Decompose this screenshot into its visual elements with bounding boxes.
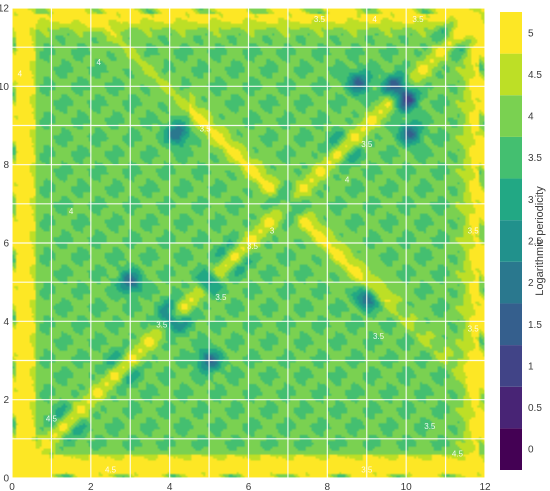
x-tick-label: 0 bbox=[9, 482, 15, 491]
y-tick-label: 10 bbox=[0, 82, 9, 93]
contour-label: 3.5 bbox=[156, 320, 168, 329]
contour-label: 3.5 bbox=[361, 465, 373, 474]
contour-label: 3.5 bbox=[247, 242, 259, 251]
y-tick-label: 12 bbox=[0, 4, 9, 15]
contour-label: 4 bbox=[96, 58, 101, 67]
y-tick-label: 6 bbox=[3, 239, 9, 250]
colorbar-band bbox=[500, 12, 522, 54]
contour-label: 3.5 bbox=[215, 293, 227, 302]
colorbar-band bbox=[500, 220, 522, 262]
colorbar-band bbox=[500, 261, 522, 304]
colorbar-tick-label: 0.5 bbox=[528, 403, 542, 414]
x-tick-label: 6 bbox=[246, 482, 252, 491]
contour-label: 3.5 bbox=[361, 140, 373, 149]
x-tick-label: 12 bbox=[479, 482, 491, 491]
colorbar-tick-label: 0 bbox=[528, 445, 534, 456]
y-tick-label: 0 bbox=[3, 474, 9, 485]
contour-label: 3.5 bbox=[314, 15, 326, 24]
y-tick-label: 2 bbox=[3, 395, 9, 406]
contour-label: 4.5 bbox=[105, 465, 117, 474]
contour-labels: 3.5 4 3.5 3.5 3 3.5 3.5 3.5 3.5 4.5 4.5 3.5 4.5 4 4 3.5… bbox=[18, 15, 480, 474]
colorbar-tick-label: 4 bbox=[528, 112, 534, 123]
contour-label: 3.5 bbox=[468, 324, 480, 333]
colorbar-ticks: 0 0.5 1 1.5 2 2.5 3 3.5 4 4.5 5 bbox=[528, 28, 542, 455]
colorbar-tick-label: 5 bbox=[528, 28, 534, 39]
colorbar-tick-label: 3.5 bbox=[528, 153, 542, 164]
x-axis-ticks: 0 2 4 6 8 10 12 bbox=[9, 482, 491, 491]
contour-label: 4 bbox=[69, 207, 74, 216]
colorbar-band bbox=[500, 178, 522, 221]
colorbar-tick-label: 2 bbox=[528, 278, 534, 289]
colorbar-title: Logarithmic periodicity bbox=[534, 186, 546, 296]
colorbar-bands bbox=[500, 12, 522, 470]
x-tick-label: 4 bbox=[167, 482, 173, 491]
y-tick-label: 4 bbox=[3, 317, 9, 328]
contour-label: 3.5 bbox=[468, 226, 480, 235]
y-axis-ticks: 0 2 4 6 8 10 12 bbox=[0, 4, 9, 485]
x-tick-label: 2 bbox=[88, 482, 94, 491]
contour-label: 3.5 bbox=[412, 15, 424, 24]
x-tick-label: 10 bbox=[401, 482, 413, 491]
colorbar-band bbox=[500, 95, 522, 137]
contour-label: 4.5 bbox=[452, 450, 464, 459]
grid-lines bbox=[11, 7, 486, 479]
colorbar-band bbox=[500, 303, 522, 346]
contour-label: 3.5 bbox=[200, 125, 212, 134]
contour-label: 4.5 bbox=[46, 414, 58, 423]
contour-label: 3 bbox=[270, 226, 275, 235]
colorbar-tick-label: 3 bbox=[528, 195, 534, 206]
plot-area: 3.5 4 3.5 3.5 3 3.5 3.5 3.5 3.5 4.5 4.5 3.5 4.5 4 4 3.5… bbox=[11, 7, 486, 479]
colorbar-tick-label: 4.5 bbox=[528, 70, 542, 81]
colorbar-tick-label: 1.5 bbox=[528, 320, 542, 331]
colorbar-band bbox=[500, 53, 522, 96]
colorbar-band bbox=[500, 345, 522, 387]
x-tick-label: 8 bbox=[325, 482, 331, 491]
contour-label: 4 bbox=[372, 15, 377, 24]
y-tick-label: 8 bbox=[3, 160, 9, 171]
contour-label: 3.5 bbox=[373, 332, 385, 341]
contour-label: 3.5 bbox=[424, 422, 436, 431]
colorbar-band bbox=[500, 386, 522, 429]
colorbar-band bbox=[500, 136, 522, 179]
contour-label: 4 bbox=[18, 70, 23, 79]
colorbar-band bbox=[500, 428, 522, 470]
contour-label: 4 bbox=[345, 175, 350, 184]
colorbar-tick-label: 1 bbox=[528, 361, 534, 372]
colorbar: 0 0.5 1 1.5 2 2.5 3 3.5 4 4.5 5 Logarithmic period… bbox=[500, 12, 546, 470]
colorbar-tick-label: 2.5 bbox=[528, 237, 542, 248]
